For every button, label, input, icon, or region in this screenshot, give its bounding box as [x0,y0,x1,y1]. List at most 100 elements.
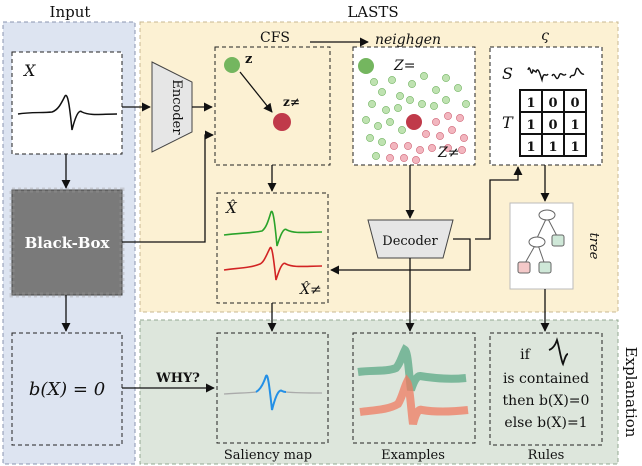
why-label: WHY? [155,371,200,386]
decoder-block [367,219,454,259]
saliency-gray-line [223,391,323,395]
decoder-to-shapelet-arrow [475,166,523,240]
matrix-cell: 1 [526,140,535,155]
matrix-cell: 1 [548,140,557,155]
neighborhood-red-point [416,146,424,154]
neighborhood-red-point [456,114,464,122]
neighborhood-red-point [448,126,456,134]
rule-shapelet-icon [548,337,569,367]
saliency-blue-line [255,374,287,411]
S-label: S [502,64,513,83]
decoder-to-recon-arrow [330,238,471,275]
Z-eq-label: Z= [393,58,415,74]
neighborhood-red-point [460,134,468,142]
neighborhood-green-point [370,78,378,86]
blackbox-to-encoder-arrow [122,130,214,243]
neighborhood-z-point [358,58,374,74]
prediction-box [11,332,123,446]
x-hat-neq-label: X̂≠ [299,280,322,298]
neighborhood-red-point [422,130,430,138]
z-neq-label: z≠ [283,95,300,109]
z-point [224,57,240,73]
Z-neq-label: Z≠ [437,145,459,161]
neighborhood-green-point [396,92,404,100]
neighborhood-green-point [362,116,370,124]
x-hat-label: X̂ [225,199,238,217]
neighborhood-green-point [372,152,380,160]
neighborhood-red-point [386,154,394,162]
matrix-cell: 0 [548,96,557,111]
examples-red-band [359,374,469,426]
neighborhood-green-point [432,86,440,94]
input-series-line [17,94,118,131]
matrix-cell: 1 [526,96,535,111]
neighborhood-green-point [366,134,374,142]
black-box-label: Black-Box [25,234,111,252]
tree-label: tree [586,233,601,260]
neighborhood-green-point [442,96,450,104]
T-label: T [502,113,514,132]
neighborhood-green-point [378,88,386,96]
input-title: Input [50,3,91,21]
neighborhood-green-point [462,100,470,108]
neighborhood-green-point [398,126,406,134]
explanation-title: Explanation [622,347,640,438]
neighborhood-z-neq-point [406,114,422,130]
neighborhood-green-point [442,74,450,82]
neighborhood-red-point [436,132,444,140]
neighborhood-red-point [400,154,408,162]
neighborhood-green-point [386,118,394,126]
neighborhood-green-point [454,84,462,92]
neighborhood-green-point [382,106,390,114]
prediction-label: b(X) = 0 [29,379,105,400]
black-box [11,189,123,296]
neighborhood-green-point [430,102,438,110]
rules-label: Rules [528,448,565,463]
neighborhood-green-point [368,100,376,108]
neighborhood-green-point [388,76,396,84]
encoder-label: Encoder [169,79,184,135]
neighborhood-red-point [428,144,436,152]
neighborhood-red-point [444,112,452,120]
decoder-label: Decoder [382,234,438,249]
neighborhood-red-point [390,142,398,150]
saliency-box [216,332,329,444]
neighborhood-red-point [444,144,452,152]
cfs-label: CFS [260,30,290,46]
neighborhood-green-point [408,80,416,88]
rules-line-2: is contained [503,371,589,387]
shapelet-lines [527,67,585,83]
neighborhood-points [362,72,470,164]
rules-line-4: else b(X)=1 [504,415,587,431]
z-neq-point [273,113,291,131]
varsigma-label: ς [541,28,549,44]
red-series-line [223,246,323,281]
rules-box [489,332,603,446]
neighborhood-green-point [420,72,428,80]
neighborhood-green-point [394,104,402,112]
x-label: X [22,61,36,80]
green-series-line [223,210,323,247]
tree-icon [517,209,565,274]
neighborhood-green-point [374,122,382,130]
saliency-map-label: Saliency map [224,448,312,463]
examples-label: Examples [381,448,445,463]
neighborhood-green-point [418,100,426,108]
examples-green-band [357,344,467,392]
neighborhood-red-point [412,156,420,164]
matrix-cell: 1 [526,118,535,133]
binary-matrix: 1 0 0 1 0 1 1 1 1 [519,89,587,157]
matrix-cell: 1 [570,140,579,155]
neighborhood-red-point [458,146,466,154]
neighborhood-green-point [378,138,386,146]
z-label: z [245,52,252,67]
rules-line-1: if [520,347,531,363]
neighborhood-red-point [432,118,440,126]
encoder-block [151,61,193,153]
rules-line-3: then b(X)=0 [503,393,590,409]
neighgen-label: neighgen [375,32,441,48]
matrix-cell: 0 [548,118,557,133]
matrix-cell: 0 [570,96,579,111]
input-series-box [11,51,123,155]
